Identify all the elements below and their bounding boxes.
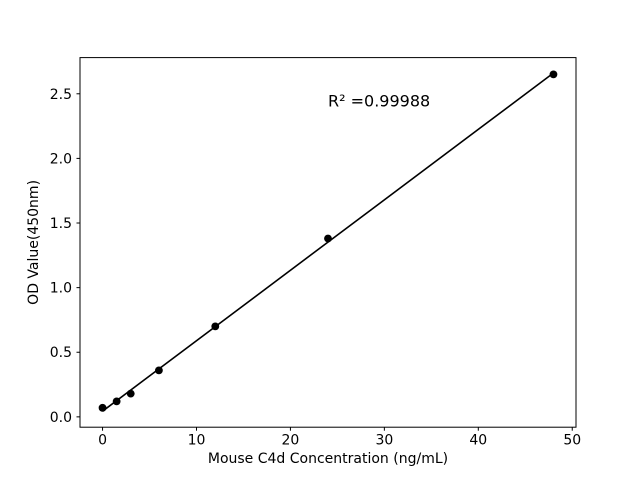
y-tick-label: 1.0 — [50, 281, 72, 297]
x-tick-label: 0 — [98, 433, 107, 449]
data-point — [112, 397, 121, 406]
data-point — [324, 234, 332, 243]
x-tick-label: 10 — [188, 433, 206, 449]
y-axis-label: OD Value(450nm) — [26, 180, 42, 305]
x-axis-label: Mouse C4d Concentration (ng/mL) — [208, 451, 448, 467]
data-point — [126, 389, 135, 398]
data-point — [155, 366, 163, 375]
y-tick-label: 0.0 — [50, 410, 72, 426]
y-tick-label: 0.5 — [50, 345, 72, 361]
r-squared-annotation: R² =0.99988 — [328, 92, 430, 111]
data-point — [98, 403, 107, 412]
x-tick-label: 20 — [282, 433, 300, 449]
y-tick-label: 2.0 — [50, 151, 72, 167]
plot-frame — [79, 57, 577, 428]
data-point — [211, 322, 220, 331]
x-tick-label: 40 — [469, 433, 487, 449]
y-tick-label: 1.5 — [50, 216, 72, 232]
x-tick-label: 50 — [563, 433, 581, 449]
data-point — [549, 70, 558, 79]
y-tick-label: 2.5 — [50, 87, 72, 103]
x-tick-label: 30 — [375, 433, 393, 449]
